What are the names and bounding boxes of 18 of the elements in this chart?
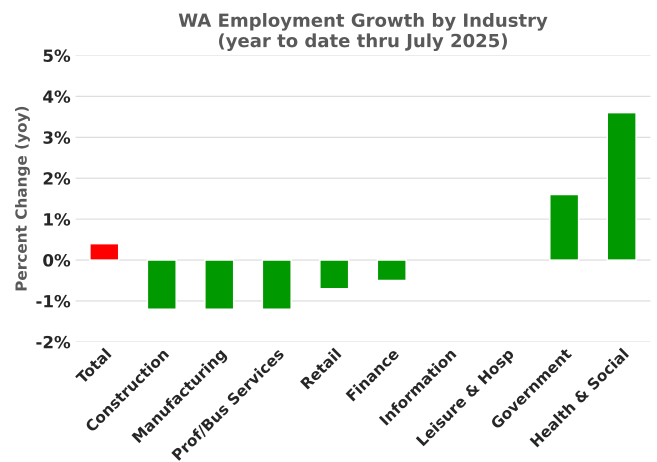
chart-title: WA Employment Growth by Industry (year to date thru July 2025) — [178, 13, 548, 52]
bar — [606, 112, 637, 261]
y-tick-label: 2% — [44, 172, 70, 185]
y-tick-label: 3% — [44, 131, 70, 144]
bar — [549, 194, 580, 261]
y-tick-label: 4% — [43, 90, 70, 103]
y-tick-label: 5% — [44, 49, 70, 62]
bar — [262, 259, 292, 310]
y-tick-label: -2% — [36, 336, 70, 348]
bar — [89, 242, 120, 261]
y-tick-label: 0% — [43, 254, 70, 267]
bar — [146, 259, 177, 310]
bar — [319, 259, 350, 290]
bar — [376, 259, 407, 282]
y-tick-label: -1% — [36, 294, 70, 308]
bar — [204, 259, 234, 310]
y-tick-label: 1% — [44, 213, 70, 226]
y-axis-title: Percent Change (yoy) — [15, 106, 30, 290]
